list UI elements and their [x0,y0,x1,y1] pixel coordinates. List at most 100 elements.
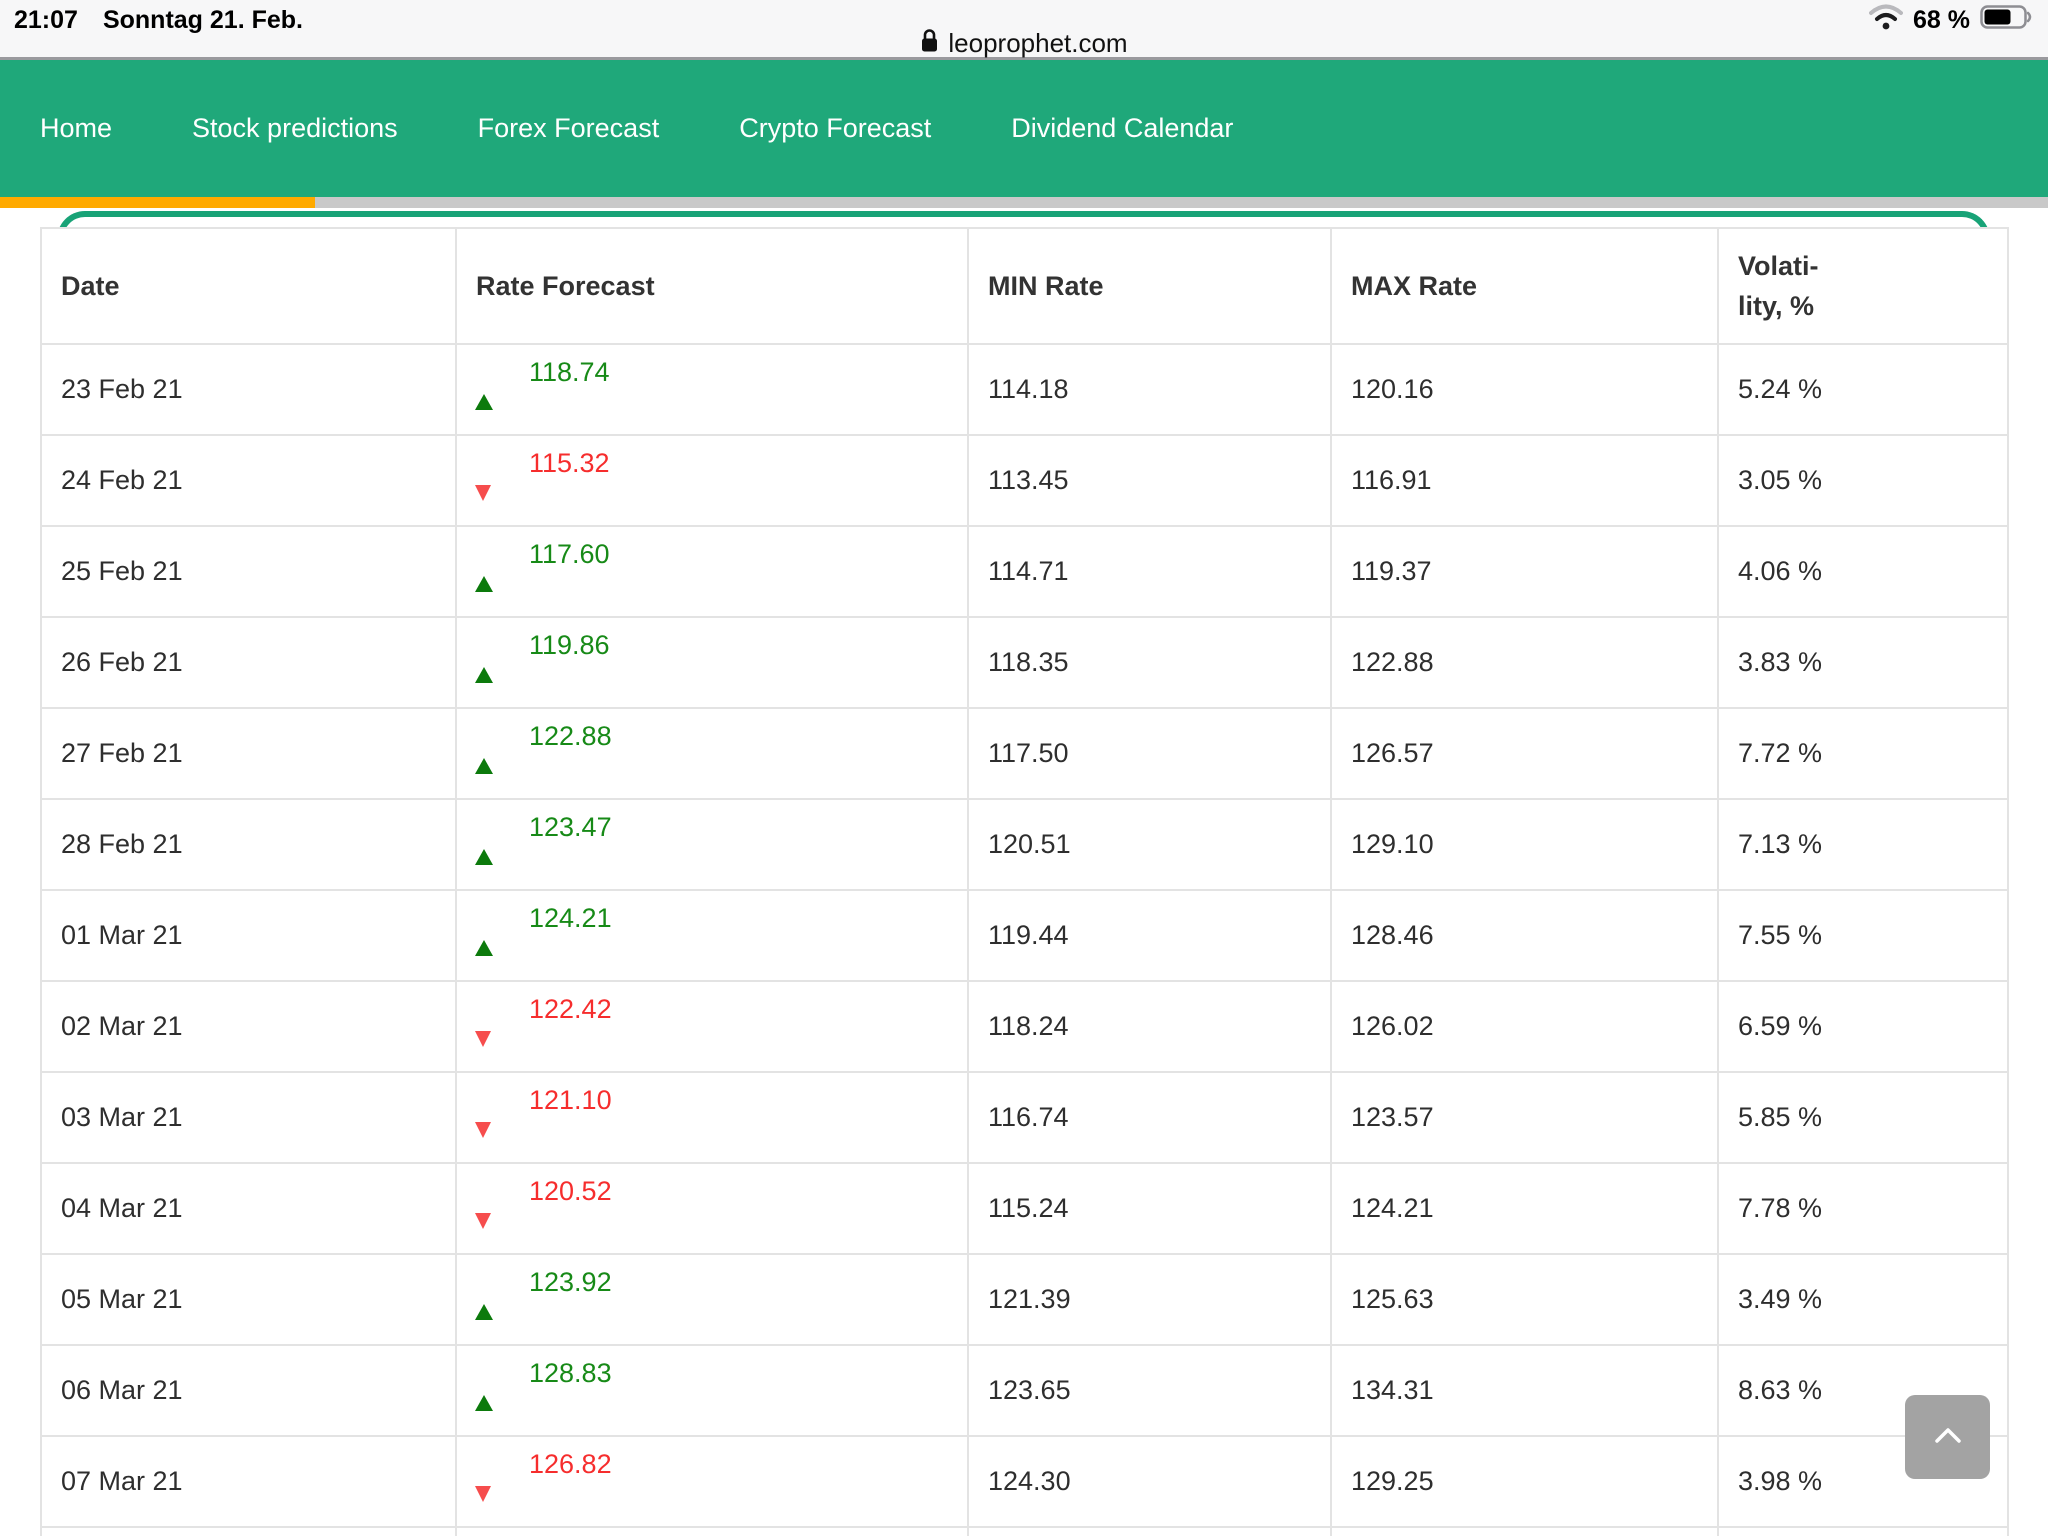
cell-max-rate: 126.57 [1332,709,1719,800]
forecast-value: 119.86 [529,630,610,661]
cell-max-rate: 116.91 [1332,436,1719,527]
forecast-value: 123.92 [529,1267,612,1298]
cell-min-rate: 120.51 [969,800,1332,891]
arrow-up-icon [475,576,493,592]
arrow-down-icon [475,1213,491,1229]
cell-rate-forecast: 122.42 [457,982,969,1073]
cell-rate-forecast: 128.83 [457,1346,969,1437]
header-rate-forecast: Rate Forecast [457,229,969,345]
cell-date: 26 Feb 21 [42,618,457,709]
cell-max-rate: 126.02 [1332,982,1719,1073]
cell-rate-forecast: 121.10 [457,1073,969,1164]
cell-rate-forecast: 115.32 [457,436,969,527]
cell-date: 25 Feb 21 [42,527,457,618]
table-row: 28 Feb 21123.47120.51129.107.13 % [42,800,2009,891]
cell-volatility: 7.13 % [1719,800,2009,891]
cell-min-rate: 118.35 [969,618,1332,709]
arrow-up-icon [475,667,493,683]
cell-volatility: 6.59 % [1719,982,2009,1073]
nav-item-home[interactable]: Home [40,113,112,144]
forecast-value: 118.74 [529,357,610,388]
cell-min-rate: 115.24 [969,1164,1332,1255]
table-row-partial [42,1528,2009,1536]
cell-rate-forecast: 120.52 [457,1164,969,1255]
cell-max-rate: 119.37 [1332,527,1719,618]
forecast-value: 117.60 [529,539,610,570]
address-bar[interactable]: leoprophet.com [0,28,2048,58]
cell-rate-forecast: 126.82 [457,1437,969,1528]
cell-volatility: 3.83 % [1719,618,2009,709]
forecast-value: 122.88 [529,721,612,752]
cell-min-rate: 114.18 [969,345,1332,436]
header-date: Date [42,229,457,345]
cell-empty [1332,1528,1719,1536]
cell-date: 23 Feb 21 [42,345,457,436]
cell-rate-forecast: 124.21 [457,891,969,982]
table-row: 27 Feb 21122.88117.50126.577.72 % [42,709,2009,800]
cell-min-rate: 123.65 [969,1346,1332,1437]
cell-rate-forecast: 119.86 [457,618,969,709]
cell-max-rate: 129.10 [1332,800,1719,891]
cell-empty [969,1528,1332,1536]
cell-empty [42,1528,457,1536]
chevron-up-icon [1931,1425,1965,1450]
arrow-up-icon [475,849,493,865]
main-nav: Home Stock predictions Forex Forecast Cr… [0,60,2048,197]
table-row: 06 Mar 21128.83123.65134.318.63 % [42,1346,2009,1437]
cell-min-rate: 113.45 [969,436,1332,527]
nav-item-forex-forecast[interactable]: Forex Forecast [478,113,660,144]
arrow-up-icon [475,394,493,410]
scroll-progress-fill [0,197,315,208]
cell-max-rate: 120.16 [1332,345,1719,436]
arrow-down-icon [475,1122,491,1138]
cell-min-rate: 124.30 [969,1437,1332,1528]
cell-min-rate: 119.44 [969,891,1332,982]
cell-max-rate: 129.25 [1332,1437,1719,1528]
table-row: 25 Feb 21117.60114.71119.374.06 % [42,527,2009,618]
arrow-up-icon [475,1395,493,1411]
table-row: 02 Mar 21122.42118.24126.026.59 % [42,982,2009,1073]
cell-date: 05 Mar 21 [42,1255,457,1346]
table-row: 26 Feb 21 119.86 118.35122.883.83 % [42,618,2009,709]
table-body: 23 Feb 21118.74114.18120.165.24 %24 Feb … [42,345,2009,1536]
cell-min-rate: 118.24 [969,982,1332,1073]
cell-max-rate: 128.46 [1332,891,1719,982]
cell-empty [1719,1528,2009,1536]
nav-item-stock-predictions[interactable]: Stock predictions [192,113,398,144]
cell-empty [457,1528,969,1536]
cell-rate-forecast: 117.60 [457,527,969,618]
table-row: 05 Mar 21123.92121.39125.633.49 % [42,1255,2009,1346]
forecast-value: 128.83 [529,1358,612,1389]
cell-volatility: 7.78 % [1719,1164,2009,1255]
table-row: 24 Feb 21115.32113.45116.913.05 % [42,436,2009,527]
cell-volatility: 3.05 % [1719,436,2009,527]
cell-volatility: 3.49 % [1719,1255,2009,1346]
cell-min-rate: 121.39 [969,1255,1332,1346]
cell-rate-forecast: 123.92 [457,1255,969,1346]
cell-date: 03 Mar 21 [42,1073,457,1164]
nav-item-crypto-forecast[interactable]: Crypto Forecast [739,113,931,144]
table-row: 03 Mar 21121.10116.74123.575.85 % [42,1073,2009,1164]
nav-item-dividend-calendar[interactable]: Dividend Calendar [1011,113,1233,144]
cell-min-rate: 117.50 [969,709,1332,800]
cell-date: 28 Feb 21 [42,800,457,891]
forecast-value: 120.52 [529,1176,612,1207]
browser-chrome: 21:07Sonntag 21. Feb. 68 % [0,0,2048,60]
header-max-rate: MAX Rate [1332,229,1719,345]
forecast-value: 122.42 [529,994,612,1025]
scroll-to-top-button[interactable] [1905,1395,1990,1479]
cell-date: 01 Mar 21 [42,891,457,982]
table-row: 23 Feb 21118.74114.18120.165.24 % [42,345,2009,436]
forecast-value: 115.32 [529,448,610,479]
cell-rate-forecast: 118.74 [457,345,969,436]
cell-date: 07 Mar 21 [42,1437,457,1528]
table-row: 07 Mar 21126.82124.30129.253.98 % [42,1437,2009,1528]
cell-rate-forecast: 122.88 [457,709,969,800]
forecast-table: Date Rate Forecast MIN Rate MAX Rate Vol… [40,227,2009,1536]
arrow-up-icon [475,1304,493,1320]
table-row: 04 Mar 21120.52115.24124.217.78 % [42,1164,2009,1255]
header-min-rate: MIN Rate [969,229,1332,345]
arrow-down-icon [475,485,491,501]
url-text: leoprophet.com [948,28,1127,59]
cell-max-rate: 122.88 [1332,618,1719,709]
